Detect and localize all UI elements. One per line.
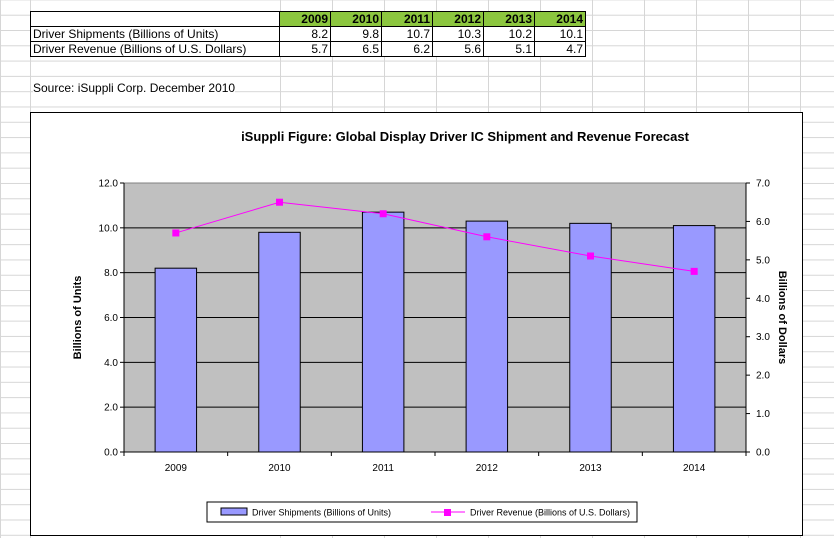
- value-cell[interactable]: 10.3: [432, 26, 484, 42]
- chart-svg: iSuppli Figure: Global Display Driver IC…: [72, 129, 788, 523]
- bar-driver-shipments: [361, 211, 405, 453]
- year-header-cell[interactable]: 2014: [534, 11, 586, 27]
- y-tick-label: 6.0: [104, 313, 118, 324]
- table-row: Driver Shipments (Billions of Units) 8.2…: [30, 26, 586, 42]
- y-axis-title: Billions of Units: [72, 276, 84, 360]
- x-tick-label: 2011: [372, 463, 394, 474]
- y-tick-label: 4.0: [104, 358, 118, 369]
- legend-label-shipments: Driver Shipments (Billions of Units): [252, 508, 391, 518]
- y2-tick-label: 6.0: [756, 217, 770, 228]
- value-cell[interactable]: 5.1: [483, 41, 535, 57]
- bar-driver-shipments: [465, 220, 509, 453]
- bar-driver-shipments: [569, 222, 612, 453]
- bar-driver-shipments: [672, 225, 716, 453]
- year-header-cell[interactable]: 2013: [483, 11, 535, 27]
- chart-object[interactable]: iSuppli Figure: Global Display Driver IC…: [30, 112, 803, 536]
- point-driver-revenue: [276, 198, 283, 206]
- year-header-cell[interactable]: 2011: [381, 11, 433, 27]
- year-header-cell[interactable]: 2010: [330, 11, 382, 27]
- x-tick-label: 2013: [579, 463, 602, 474]
- table-header-row: 2009 2010 2011 2012 2013 2014: [30, 11, 586, 27]
- value-cell[interactable]: 10.1: [534, 26, 586, 42]
- y2-tick-label: 5.0: [756, 255, 770, 266]
- x-tick-label: 2014: [683, 463, 706, 474]
- y2-tick-label: 7.0: [756, 179, 770, 190]
- x-tick-label: 2012: [476, 463, 499, 474]
- y-tick-label: 2.0: [104, 403, 118, 414]
- point-driver-revenue: [483, 233, 491, 241]
- table-corner-cell[interactable]: [30, 11, 280, 27]
- point-driver-revenue: [690, 267, 698, 275]
- data-table: 2009 2010 2011 2012 2013 2014 Driver Shi…: [30, 11, 586, 57]
- legend-swatch-revenue-marker: [444, 509, 451, 516]
- y-tick-label: 12.0: [99, 179, 119, 190]
- chart-title: iSuppli Figure: Global Display Driver IC…: [241, 129, 690, 144]
- value-cell[interactable]: 5.7: [279, 41, 331, 57]
- y-tick-label: 0.0: [104, 448, 118, 459]
- row-label-cell[interactable]: Driver Revenue (Billions of U.S. Dollars…: [30, 41, 280, 57]
- source-note[interactable]: Source: iSuppli Corp. December 2010: [33, 81, 236, 95]
- legend-label-revenue: Driver Revenue (Billions of U.S. Dollars…: [470, 508, 630, 518]
- value-cell[interactable]: 8.2: [279, 26, 331, 42]
- year-header-cell[interactable]: 2009: [279, 11, 331, 27]
- line-driver-revenue: [175, 201, 695, 272]
- value-cell[interactable]: 10.2: [483, 26, 535, 42]
- y-tick-label: 10.0: [99, 223, 119, 234]
- value-cell[interactable]: 5.6: [432, 41, 484, 57]
- x-tick-label: 2010: [268, 463, 291, 474]
- x-tick-label: 2009: [165, 463, 188, 474]
- y2-tick-label: 4.0: [756, 294, 770, 305]
- value-cell[interactable]: 4.7: [534, 41, 586, 57]
- point-driver-revenue: [587, 252, 594, 260]
- value-cell[interactable]: 6.5: [330, 41, 382, 57]
- legend-swatch-shipments: [220, 507, 248, 516]
- y2-tick-label: 2.0: [756, 371, 770, 382]
- point-driver-revenue: [379, 210, 387, 218]
- y2-tick-label: 3.0: [756, 332, 770, 343]
- value-cell[interactable]: 10.7: [381, 26, 433, 42]
- table-row: Driver Revenue (Billions of U.S. Dollars…: [30, 41, 586, 57]
- bar-driver-shipments: [154, 267, 198, 453]
- legend-box: [206, 501, 638, 523]
- value-cell[interactable]: 9.8: [330, 26, 382, 42]
- year-header-cell[interactable]: 2012: [432, 11, 484, 27]
- row-label-cell[interactable]: Driver Shipments (Billions of Units): [30, 26, 280, 42]
- point-driver-revenue: [172, 229, 180, 237]
- y2-axis-title: Billions of Dollars: [776, 271, 788, 365]
- y-tick-label: 8.0: [104, 268, 118, 279]
- bar-driver-shipments: [258, 231, 301, 453]
- y2-tick-label: 1.0: [756, 409, 770, 420]
- value-cell[interactable]: 6.2: [381, 41, 433, 57]
- y2-tick-label: 0.0: [756, 448, 770, 459]
